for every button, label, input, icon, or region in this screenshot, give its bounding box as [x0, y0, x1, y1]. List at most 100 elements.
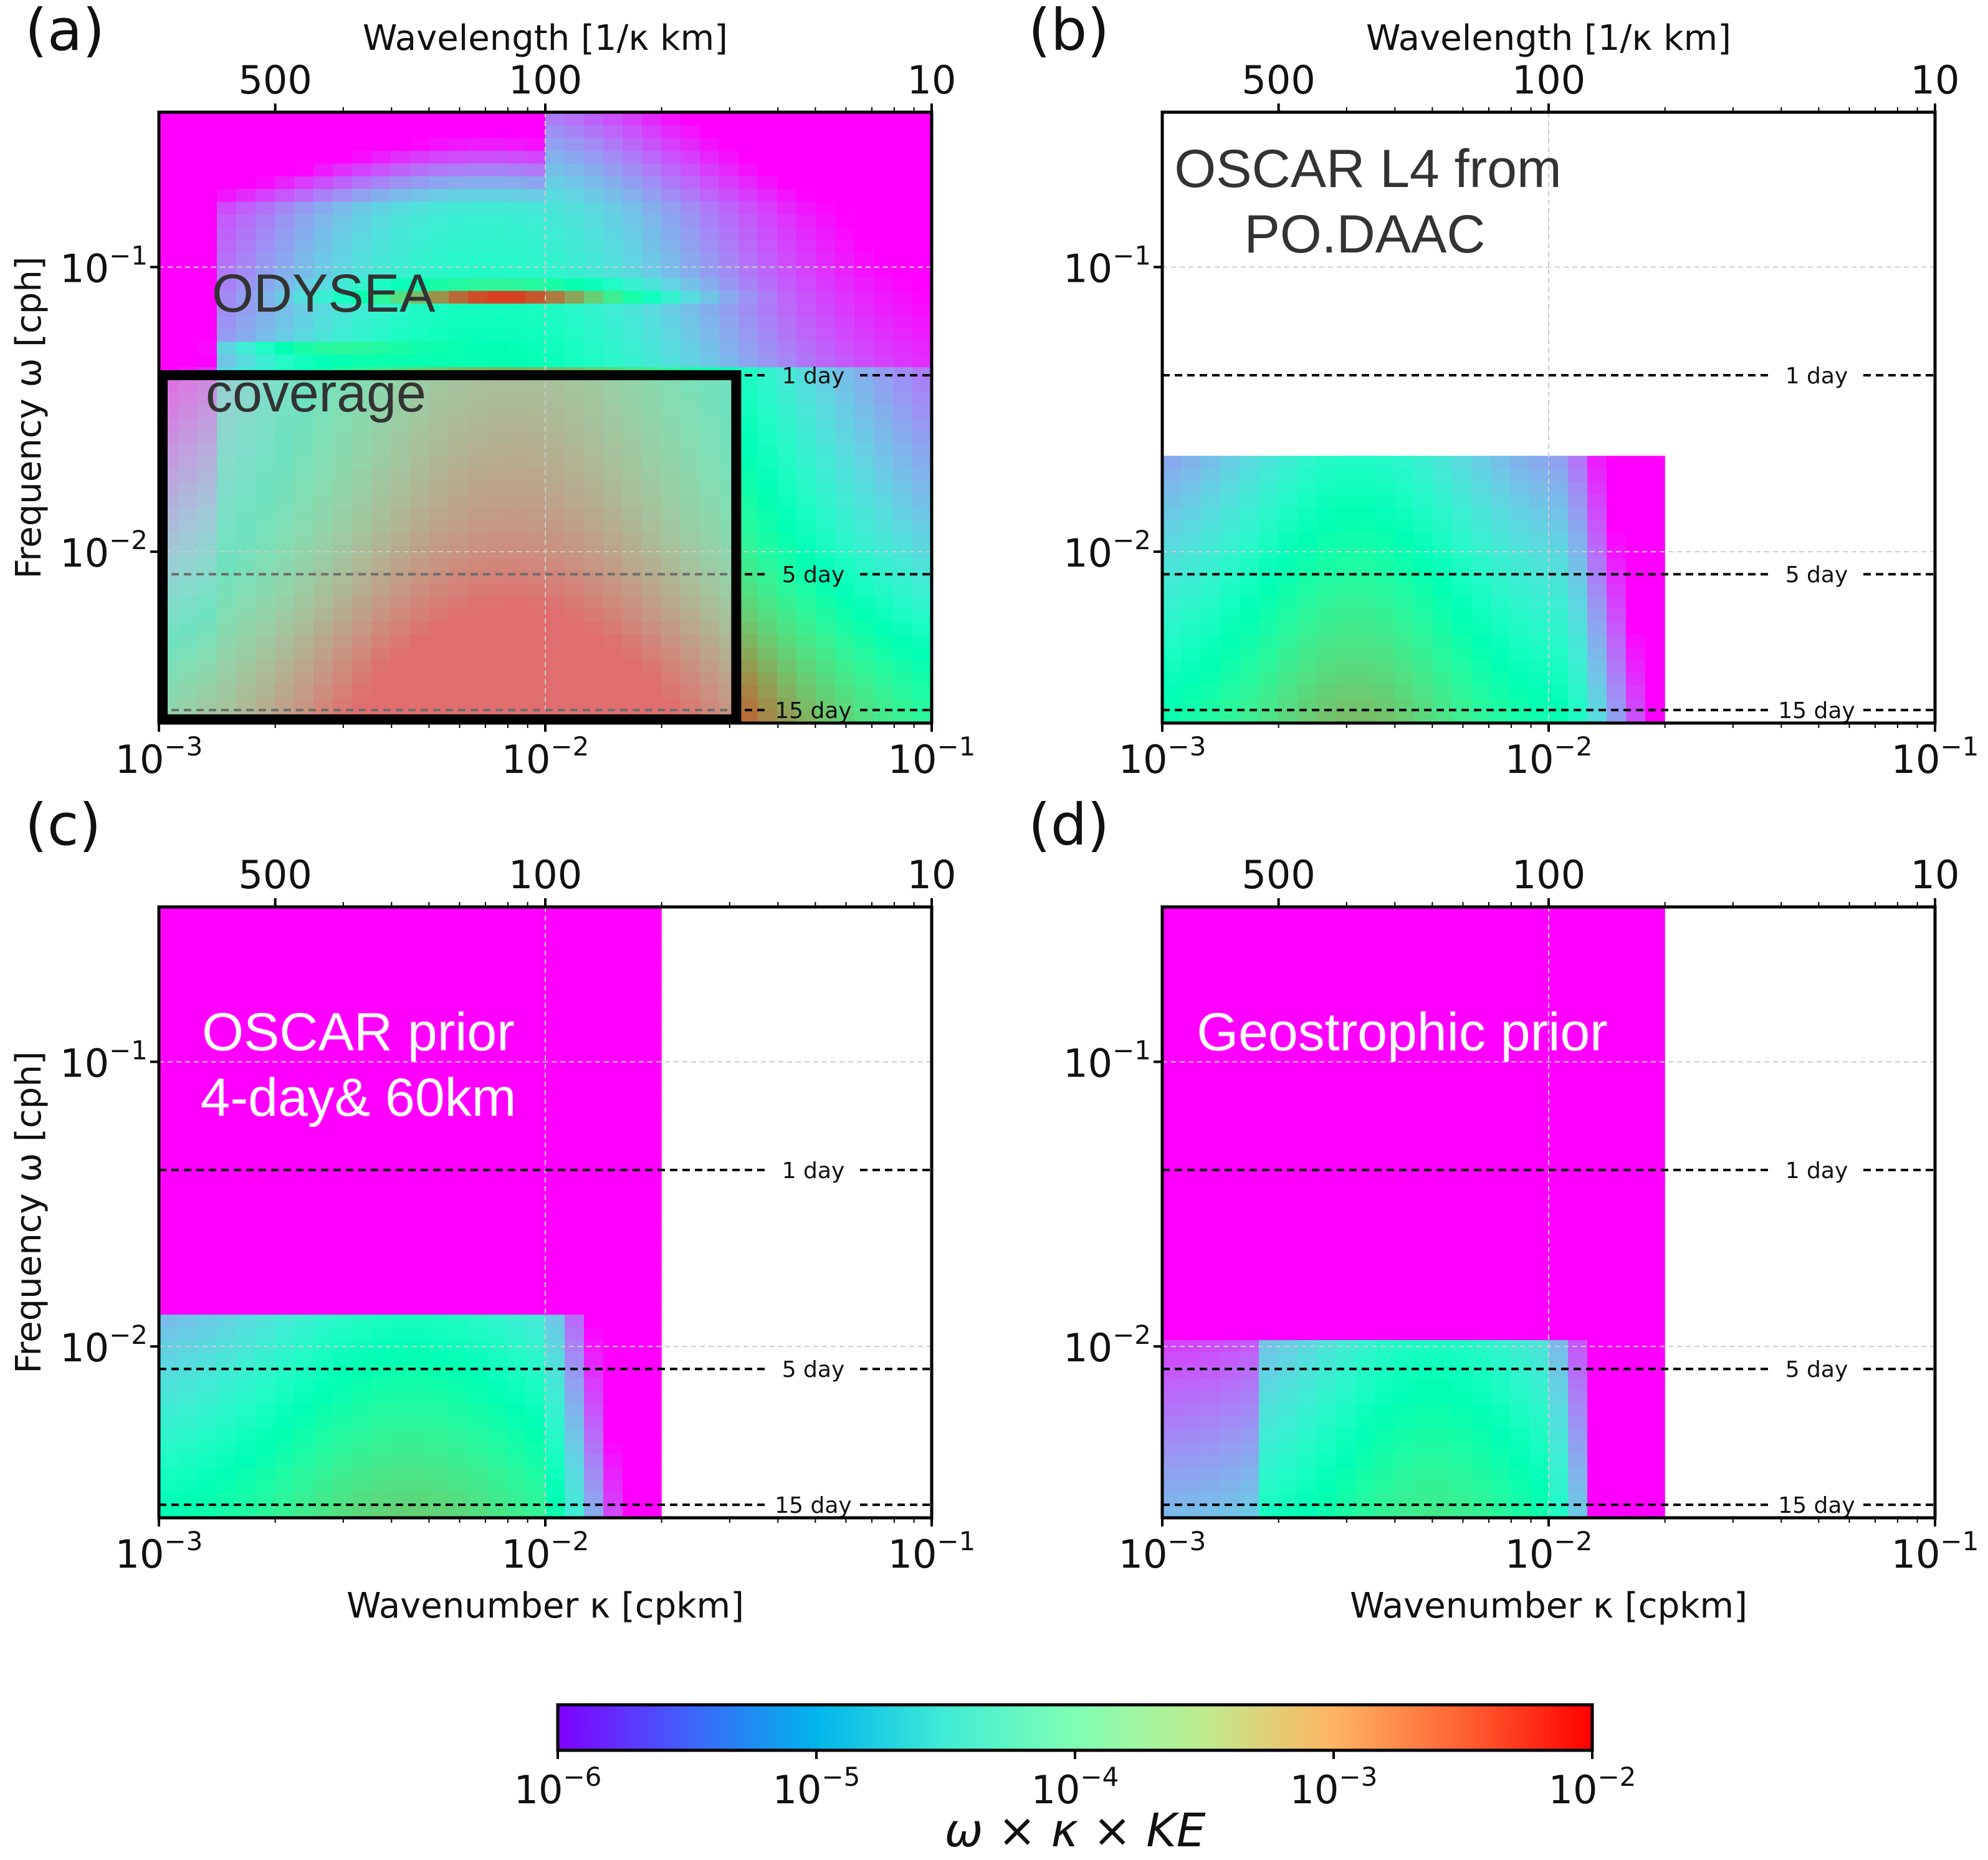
heatmap-cell — [1491, 1060, 1511, 1073]
heatmap-cell — [294, 1174, 314, 1187]
heatmap-cell — [1201, 1492, 1221, 1506]
heatmap-cell — [1240, 1009, 1259, 1022]
heatmap-cell — [1220, 1187, 1240, 1201]
heatmap-cell — [854, 176, 874, 189]
heatmap-cell — [1394, 1479, 1414, 1493]
heatmap-cell — [1278, 583, 1298, 597]
heatmap-cell — [159, 341, 179, 355]
heatmap-cell — [1201, 481, 1221, 495]
heatmap-cell — [1549, 1352, 1569, 1366]
heatmap-cell — [796, 265, 816, 279]
heatmap-cell — [1549, 557, 1569, 571]
heatmap-cell — [661, 150, 681, 164]
heatmap-cell — [1433, 519, 1453, 533]
heatmap-cell — [603, 1034, 623, 1048]
heatmap-cell — [912, 137, 932, 151]
heatmap-cell — [1355, 1123, 1375, 1137]
heatmap-cell — [1394, 1326, 1414, 1340]
heatmap-cell — [623, 137, 643, 151]
heatmap-cell — [198, 125, 217, 138]
heatmap-cell — [410, 201, 430, 215]
heatmap-cell — [603, 1479, 623, 1493]
heatmap-cell — [1278, 1441, 1298, 1455]
heatmap-cell — [1394, 1314, 1414, 1328]
heatmap-cell — [603, 252, 623, 266]
heatmap-cell — [1201, 456, 1221, 469]
heatmap-cell — [352, 1378, 372, 1391]
heatmap-cell — [854, 430, 874, 444]
heatmap-cell — [1297, 1225, 1317, 1239]
heatmap-cell — [854, 557, 874, 571]
heatmap-cell — [449, 945, 469, 959]
heatmap-cell — [1529, 995, 1549, 1010]
heatmap-cell — [410, 1250, 430, 1264]
heatmap-cell — [352, 1416, 372, 1429]
heatmap-cell — [1471, 1429, 1491, 1442]
heatmap-cell — [874, 608, 894, 622]
heatmap-cell — [313, 1505, 333, 1518]
heatmap-cell — [1201, 583, 1221, 597]
heatmap-cell — [1259, 1263, 1279, 1277]
heatmap-cell — [1336, 1098, 1356, 1111]
heatmap-cell — [1607, 456, 1627, 469]
heatmap-cell — [487, 1492, 507, 1506]
heatmap-cell — [333, 907, 353, 921]
heatmap-cell — [429, 176, 449, 189]
heatmap-cell — [700, 265, 720, 279]
heatmap-cell — [1452, 1403, 1472, 1417]
heatmap-cell — [1162, 945, 1182, 959]
heatmap-cell — [1259, 1047, 1279, 1060]
heatmap-cell — [835, 367, 855, 380]
heatmap-cell — [1220, 545, 1240, 558]
heatmap-cell — [333, 1237, 353, 1252]
heatmap-cell — [256, 353, 275, 368]
heatmap-cell — [1510, 1250, 1530, 1264]
heatmap-cell — [738, 176, 758, 189]
heatmap-cell — [1201, 1390, 1221, 1404]
heatmap-cell — [545, 315, 565, 329]
heatmap-cell — [159, 1110, 179, 1124]
heatmap-cell — [1549, 595, 1569, 610]
heatmap-cell — [352, 1110, 372, 1124]
heatmap-cell — [1375, 684, 1395, 698]
heatmap-cell — [738, 698, 758, 711]
heatmap-cell — [1510, 983, 1530, 997]
heatmap-cell — [294, 315, 314, 329]
heatmap-cell — [1278, 570, 1298, 584]
heatmap-cell — [217, 932, 237, 946]
heatmap-cell — [1220, 932, 1240, 946]
heatmap-cell — [333, 983, 353, 997]
heatmap-cell — [1278, 621, 1298, 635]
heatmap-cell — [410, 945, 430, 959]
heatmap-cell — [1375, 1250, 1395, 1264]
heatmap-cell — [796, 176, 816, 189]
heatmap-cell — [1278, 919, 1298, 933]
heatmap-cell — [198, 1009, 217, 1022]
heatmap-cell — [198, 1085, 217, 1099]
heatmap-cell — [391, 957, 411, 971]
heatmap-cell — [275, 1416, 295, 1429]
heatmap-cell — [854, 214, 874, 228]
heatmap-cell — [1645, 506, 1665, 520]
heatmap-cell — [178, 1072, 198, 1086]
heatmap-cell — [198, 983, 217, 997]
heatmap-cell — [1607, 532, 1627, 545]
heatmap-cell — [777, 608, 797, 622]
heatmap-cell — [1336, 1263, 1356, 1277]
heatmap-cell — [623, 1326, 643, 1340]
heatmap-cell — [1587, 1467, 1607, 1480]
heatmap-cell — [449, 1365, 469, 1379]
heatmap-cell — [526, 150, 546, 164]
heatmap-cell — [854, 468, 874, 482]
heatmap-cell — [1549, 932, 1569, 946]
heatmap-cell — [507, 1416, 527, 1429]
heatmap-cell — [738, 710, 758, 724]
heatmap-cell — [1568, 1340, 1588, 1353]
heatmap-cell — [391, 1441, 411, 1455]
heatmap-cell — [429, 1237, 449, 1252]
heatmap-cell — [1529, 698, 1549, 711]
heatmap-cell — [603, 1263, 623, 1277]
heatmap-cell — [449, 1098, 469, 1111]
heatmap-cell — [1317, 1034, 1337, 1048]
